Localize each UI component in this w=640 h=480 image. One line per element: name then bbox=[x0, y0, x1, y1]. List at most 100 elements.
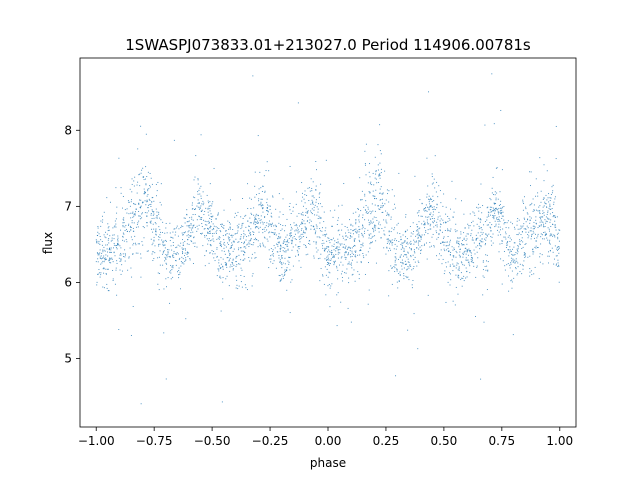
data-point bbox=[147, 207, 149, 209]
data-point bbox=[251, 244, 253, 246]
data-point bbox=[355, 219, 357, 221]
data-point bbox=[494, 210, 496, 212]
data-point bbox=[509, 240, 511, 242]
data-point bbox=[558, 265, 560, 267]
data-point bbox=[163, 332, 165, 334]
data-point bbox=[545, 233, 547, 235]
data-point bbox=[437, 216, 439, 218]
data-point bbox=[177, 235, 179, 237]
data-point bbox=[301, 228, 303, 230]
data-point bbox=[406, 256, 408, 258]
data-point bbox=[397, 222, 399, 224]
data-point bbox=[541, 254, 543, 256]
data-point bbox=[124, 209, 126, 211]
data-point bbox=[500, 207, 502, 209]
data-point bbox=[305, 227, 307, 229]
data-point bbox=[306, 194, 308, 196]
data-point bbox=[534, 226, 536, 228]
data-point bbox=[384, 203, 386, 205]
data-point bbox=[287, 248, 289, 250]
data-point bbox=[394, 259, 396, 261]
data-point bbox=[160, 204, 162, 206]
data-point bbox=[162, 221, 164, 223]
data-point bbox=[189, 227, 191, 229]
data-point bbox=[231, 266, 233, 267]
data-point bbox=[297, 229, 299, 231]
data-point bbox=[285, 241, 287, 243]
data-point bbox=[108, 248, 110, 250]
data-point bbox=[183, 248, 185, 250]
data-point bbox=[326, 268, 328, 270]
data-point bbox=[228, 221, 230, 223]
data-point bbox=[102, 257, 104, 259]
data-point bbox=[190, 240, 192, 242]
data-point bbox=[452, 300, 454, 302]
data-point bbox=[405, 275, 407, 277]
data-point bbox=[426, 193, 428, 195]
data-point bbox=[442, 219, 444, 221]
data-point bbox=[490, 227, 492, 229]
data-point bbox=[529, 271, 531, 273]
data-point bbox=[105, 273, 107, 275]
data-point bbox=[345, 258, 347, 260]
data-point bbox=[476, 265, 478, 267]
data-point bbox=[109, 257, 111, 259]
data-point bbox=[331, 251, 333, 253]
data-point bbox=[186, 252, 188, 254]
data-point bbox=[140, 253, 142, 255]
data-point bbox=[391, 227, 393, 229]
data-point bbox=[115, 226, 117, 228]
data-point bbox=[547, 211, 549, 213]
data-point bbox=[191, 241, 193, 243]
data-point bbox=[493, 218, 495, 220]
data-point bbox=[344, 246, 346, 248]
data-point bbox=[242, 250, 244, 252]
data-point bbox=[340, 261, 342, 263]
data-point bbox=[527, 219, 529, 221]
data-point bbox=[176, 252, 178, 254]
data-point bbox=[554, 217, 556, 218]
data-point bbox=[379, 188, 381, 190]
data-point bbox=[116, 248, 118, 250]
data-point bbox=[492, 176, 494, 178]
data-point bbox=[207, 243, 209, 245]
data-point bbox=[535, 245, 537, 247]
data-point bbox=[315, 199, 317, 201]
data-point bbox=[380, 237, 382, 239]
data-point bbox=[181, 250, 183, 252]
data-point bbox=[272, 253, 274, 255]
data-point bbox=[196, 205, 198, 207]
data-point bbox=[523, 254, 525, 256]
data-point bbox=[297, 232, 299, 234]
data-point bbox=[298, 248, 300, 250]
data-point bbox=[285, 251, 287, 253]
data-point bbox=[170, 264, 172, 266]
data-point bbox=[241, 242, 243, 243]
data-point bbox=[362, 253, 364, 254]
data-point bbox=[410, 232, 412, 234]
data-point bbox=[120, 192, 122, 194]
data-point bbox=[193, 237, 195, 239]
data-point bbox=[410, 243, 412, 245]
data-point bbox=[462, 277, 464, 279]
data-point bbox=[509, 246, 511, 248]
data-point bbox=[358, 219, 360, 221]
data-point bbox=[437, 236, 439, 238]
data-point bbox=[494, 208, 496, 210]
data-point bbox=[403, 250, 405, 252]
data-point bbox=[290, 232, 292, 234]
data-point bbox=[379, 199, 381, 201]
data-point bbox=[364, 164, 366, 166]
data-point bbox=[358, 236, 360, 238]
data-point bbox=[550, 197, 552, 199]
data-point bbox=[158, 226, 160, 228]
data-point bbox=[288, 257, 290, 259]
data-point bbox=[459, 248, 461, 250]
data-point bbox=[481, 229, 483, 231]
data-point bbox=[498, 213, 500, 215]
data-point bbox=[221, 223, 223, 225]
data-point bbox=[212, 238, 214, 240]
data-point bbox=[146, 176, 148, 178]
data-point bbox=[296, 215, 298, 217]
data-point bbox=[229, 253, 231, 255]
